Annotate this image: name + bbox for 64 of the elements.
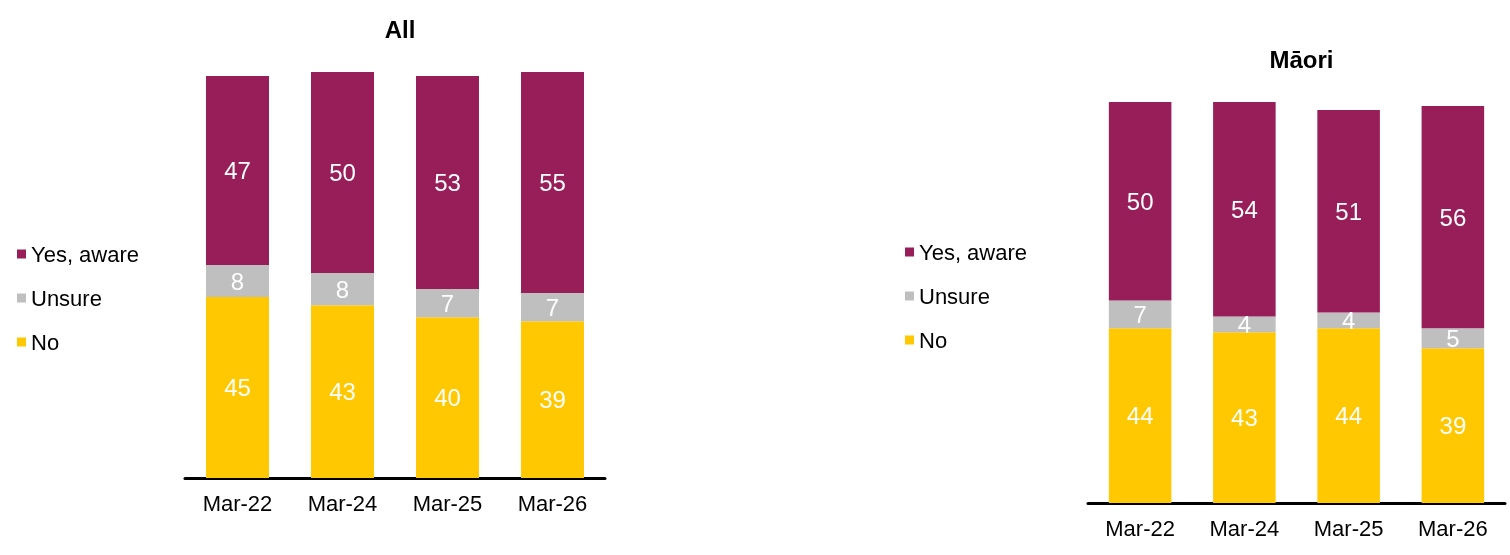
- chart-title: All: [384, 15, 416, 43]
- data-label: 7: [1133, 300, 1147, 328]
- bar: [521, 321, 584, 478]
- data-label: 53: [434, 169, 461, 197]
- data-label: 7: [545, 293, 560, 321]
- data-label: 50: [1126, 187, 1154, 215]
- bar: [416, 317, 479, 478]
- legend-label: Yes, aware: [919, 239, 1028, 265]
- data-label: 40: [434, 384, 461, 412]
- bar: [206, 76, 269, 265]
- data-label: 44: [1126, 402, 1154, 430]
- data-label: 8: [230, 267, 245, 295]
- x-tick-label: Mar-22: [202, 490, 273, 516]
- bar: [521, 293, 584, 322]
- bar: [1213, 332, 1276, 503]
- chart-title: Māori: [1269, 45, 1334, 73]
- bar: [1421, 105, 1485, 329]
- legend-label: No: [919, 327, 948, 353]
- data-label: 56: [1439, 203, 1467, 231]
- bar: [311, 72, 374, 273]
- x-tick-label: Mar-24: [307, 490, 378, 516]
- bar: [521, 72, 584, 294]
- data-label: 7: [440, 289, 455, 317]
- legend-label: Unsure: [31, 285, 102, 311]
- data-label: 8: [335, 275, 350, 303]
- bar: [206, 297, 269, 478]
- data-label: 45: [224, 374, 251, 402]
- bar: [311, 272, 374, 306]
- data-label: 50: [329, 158, 356, 186]
- data-label: 5: [1446, 324, 1460, 352]
- bar: [1213, 316, 1276, 333]
- data-label: 51: [1335, 197, 1362, 225]
- bar: [416, 289, 479, 318]
- data-label: 54: [1231, 195, 1258, 223]
- data-label: 4: [1341, 306, 1356, 334]
- bar: [1421, 348, 1485, 503]
- bar: [1108, 328, 1172, 503]
- data-label: 43: [1231, 404, 1258, 432]
- x-tick-label: Mar-24: [1209, 515, 1280, 541]
- x-tick-label: Mar-25: [412, 490, 483, 516]
- data-label: 55: [539, 169, 566, 197]
- bar: [1421, 328, 1485, 349]
- bar: [1108, 102, 1172, 301]
- legend-label: No: [31, 329, 60, 355]
- bar: [1317, 328, 1380, 503]
- x-tick-label: Mar-26: [1418, 515, 1488, 541]
- data-label: 47: [224, 156, 251, 184]
- x-tick-label: Mar-22: [1105, 515, 1175, 541]
- bar: [206, 264, 269, 298]
- data-label: 44: [1335, 402, 1362, 430]
- bar: [1317, 109, 1380, 313]
- data-label: 39: [1439, 412, 1467, 440]
- bar: [416, 76, 479, 290]
- x-tick-label: Mar-26: [517, 490, 588, 516]
- bar: [311, 305, 374, 478]
- legend-label: Unsure: [919, 283, 990, 309]
- data-label: 39: [539, 386, 566, 414]
- data-label: 4: [1237, 310, 1252, 338]
- bar: [1213, 102, 1276, 317]
- data-label: 43: [329, 378, 356, 406]
- bar: [1317, 312, 1380, 329]
- bar: [1108, 300, 1172, 329]
- legend-label: Yes, aware: [31, 241, 140, 267]
- x-tick-label: Mar-25: [1313, 515, 1384, 541]
